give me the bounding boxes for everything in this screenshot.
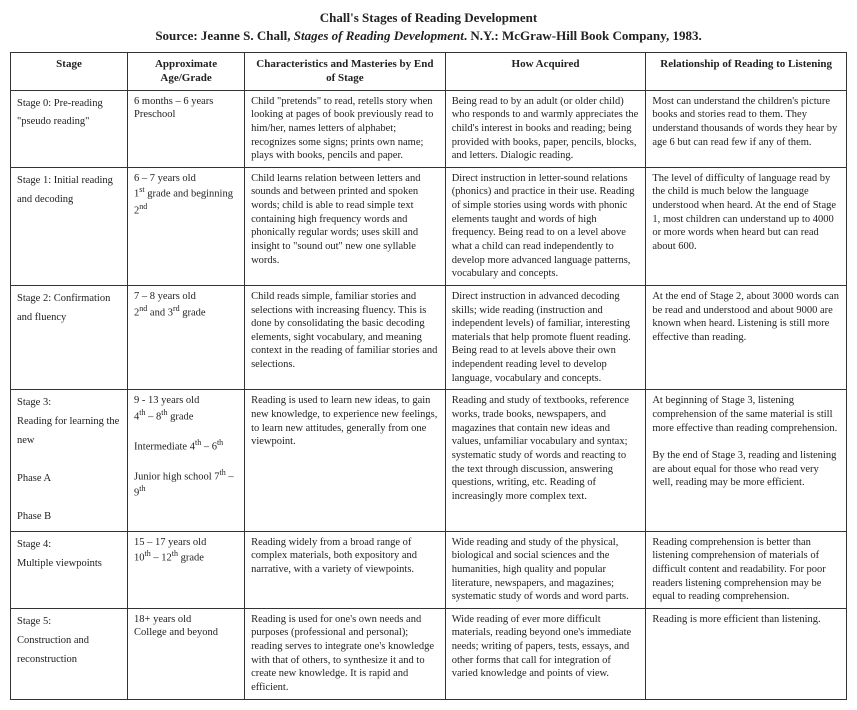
cell-how: Wide reading and study of the physical, … (445, 531, 646, 608)
cell-rel: At the end of Stage 2, about 3000 words … (646, 285, 847, 389)
cell-rel: The level of difficulty of language read… (646, 167, 847, 285)
cell-char: Reading is used for one's own needs and … (245, 608, 446, 699)
col-age: Approximate Age/Grade (128, 53, 245, 91)
cell-stage: Stage 3:Reading for learning the newPhas… (11, 390, 128, 531)
table-header-row: Stage Approximate Age/Grade Characterist… (11, 53, 847, 91)
cell-stage: Stage 0: Pre-reading "pseudo reading" (11, 90, 128, 167)
source-prefix: Source: Jeanne S. Chall, (155, 28, 293, 43)
cell-age: 15 – 17 years old10th – 12th grade (128, 531, 245, 608)
table-body: Stage 0: Pre-reading "pseudo reading"6 m… (11, 90, 847, 699)
table-row: Stage 5:Construction and reconstruction1… (11, 608, 847, 699)
col-char: Characteristics and Masteries by End of … (245, 53, 446, 91)
cell-how: Direct instruction in advanced decoding … (445, 285, 646, 389)
cell-how: Wide reading of ever more difficult mate… (445, 608, 646, 699)
table-row: Stage 4:Multiple viewpoints15 – 17 years… (11, 531, 847, 608)
source-line: Source: Jeanne S. Chall, Stages of Readi… (10, 28, 847, 44)
table-row: Stage 1: Initial reading and decoding6 –… (11, 167, 847, 285)
cell-char: Reading is used to learn new ideas, to g… (245, 390, 446, 531)
table-row: Stage 2: Confirmation and fluency7 – 8 y… (11, 285, 847, 389)
cell-rel: At beginning of Stage 3, listening compr… (646, 390, 847, 531)
cell-stage: Stage 5:Construction and reconstruction (11, 608, 128, 699)
col-rel: Relationship of Reading to Listening (646, 53, 847, 91)
cell-stage: Stage 4:Multiple viewpoints (11, 531, 128, 608)
cell-char: Reading widely from a broad range of com… (245, 531, 446, 608)
cell-how: Direct instruction in letter-sound relat… (445, 167, 646, 285)
source-suffix: . N.Y.: McGraw-Hill Book Company, 1983. (464, 28, 702, 43)
cell-rel: Reading is more efficient than listening… (646, 608, 847, 699)
cell-stage: Stage 2: Confirmation and fluency (11, 285, 128, 389)
source-book: Stages of Reading Development (294, 28, 464, 43)
col-stage: Stage (11, 53, 128, 91)
cell-age: 6 months – 6 yearsPreschool (128, 90, 245, 167)
cell-char: Child learns relation between letters an… (245, 167, 446, 285)
stages-table: Stage Approximate Age/Grade Characterist… (10, 52, 847, 700)
col-how: How Acquired (445, 53, 646, 91)
table-row: Stage 3:Reading for learning the newPhas… (11, 390, 847, 531)
cell-rel: Most can understand the children's pictu… (646, 90, 847, 167)
table-row: Stage 0: Pre-reading "pseudo reading"6 m… (11, 90, 847, 167)
cell-age: 7 – 8 years old2nd and 3rd grade (128, 285, 245, 389)
page-title: Chall's Stages of Reading Development (10, 10, 847, 26)
cell-char: Child "pretends" to read, retells story … (245, 90, 446, 167)
cell-char: Child reads simple, familiar stories and… (245, 285, 446, 389)
cell-age: 18+ years oldCollege and beyond (128, 608, 245, 699)
cell-stage: Stage 1: Initial reading and decoding (11, 167, 128, 285)
cell-age: 9 - 13 years old4th – 8th gradeIntermedi… (128, 390, 245, 531)
cell-age: 6 – 7 years old1st grade and beginning 2… (128, 167, 245, 285)
cell-how: Reading and study of textbooks, referenc… (445, 390, 646, 531)
cell-rel: Reading comprehension is better than lis… (646, 531, 847, 608)
cell-how: Being read to by an adult (or older chil… (445, 90, 646, 167)
